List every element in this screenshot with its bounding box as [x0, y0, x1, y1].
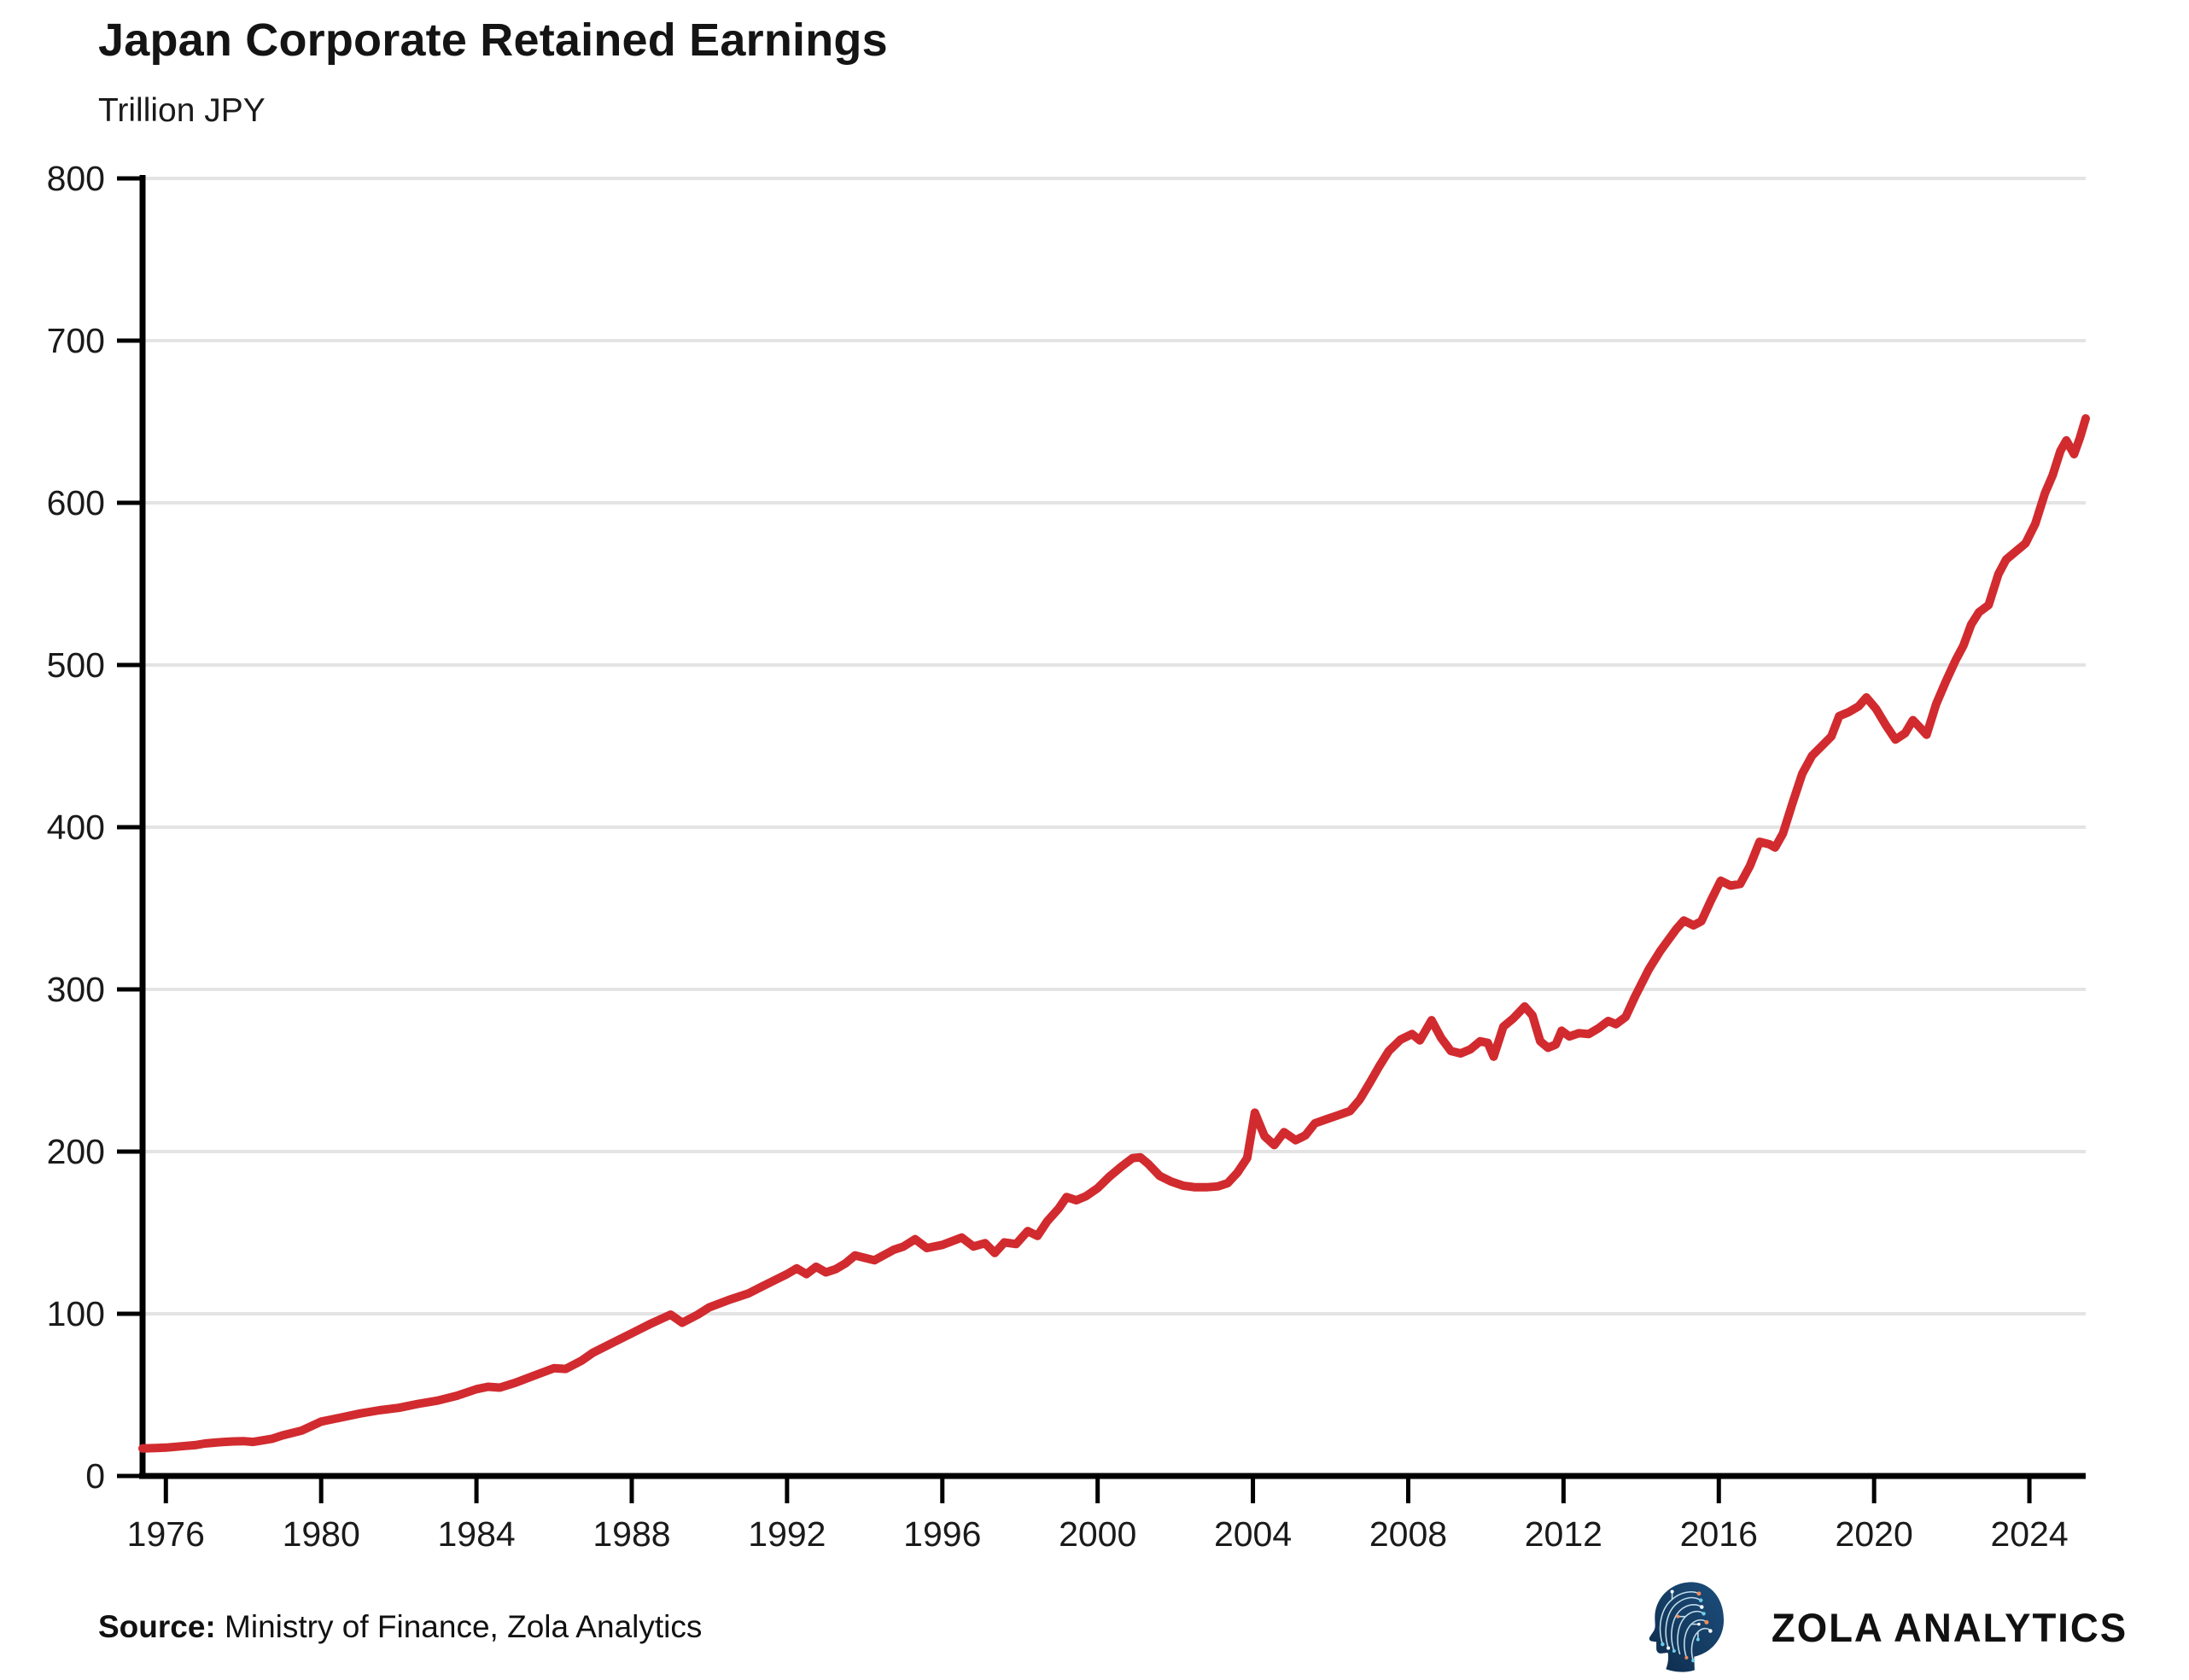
x-tick-label-2020: 2020	[1836, 1514, 1913, 1554]
chart-title: Japan Corporate Retained Earnings	[98, 15, 888, 66]
y-tick-label-400: 400	[47, 808, 105, 847]
x-tick-label-1976: 1976	[127, 1514, 205, 1554]
zola-analytics-logo: ZOLA ANALYTICS	[1641, 1579, 2128, 1675]
brand-name: ZOLA ANALYTICS	[1771, 1604, 2128, 1650]
x-tick-label-1996: 1996	[903, 1514, 981, 1554]
x-tick-label-2016: 2016	[1680, 1514, 1758, 1554]
x-tick-label-2004: 2004	[1214, 1514, 1292, 1554]
y-tick-label-700: 700	[47, 321, 105, 360]
x-tick-label-1980: 1980	[283, 1514, 360, 1554]
y-tick-label-600: 600	[47, 483, 105, 522]
x-tick-label-1992: 1992	[748, 1514, 826, 1554]
source-text: Ministry of Finance, Zola Analytics	[215, 1609, 703, 1644]
y-tick-label-0: 0	[85, 1456, 105, 1496]
y-tick-label-200: 200	[47, 1132, 105, 1171]
x-tick-label-2000: 2000	[1059, 1514, 1136, 1554]
source-label: Source:	[98, 1609, 216, 1644]
x-tick-label-1984: 1984	[437, 1514, 515, 1554]
retained-earnings-line	[138, 414, 2090, 1453]
y-tick-label-300: 300	[47, 970, 105, 1009]
x-tick-label-2024: 2024	[1990, 1514, 2068, 1554]
circuit-nodes	[1661, 1590, 1713, 1663]
circuit-traces	[1659, 1590, 1712, 1661]
source-note: Source: Ministry of Finance, Zola Analyt…	[98, 1609, 702, 1645]
zola-head-icon	[1649, 1582, 1724, 1672]
chart-subtitle-units: Trillion JPY	[98, 92, 266, 129]
x-tick-label-1988: 1988	[592, 1514, 670, 1554]
line-chart-canvas: 0 100 200 300 400 500 600 700 800 1976 1980 1984 198…	[47, 159, 2090, 1554]
y-tick-label-100: 100	[47, 1294, 105, 1333]
y-tick-label-800: 800	[47, 159, 105, 198]
x-tick-label-2012: 2012	[1525, 1514, 1602, 1554]
chart-footer: Source: Ministry of Finance, Zola Analyt…	[98, 1575, 2128, 1679]
y-tick-label-500: 500	[47, 645, 105, 685]
x-tick-label-2008: 2008	[1369, 1514, 1447, 1554]
